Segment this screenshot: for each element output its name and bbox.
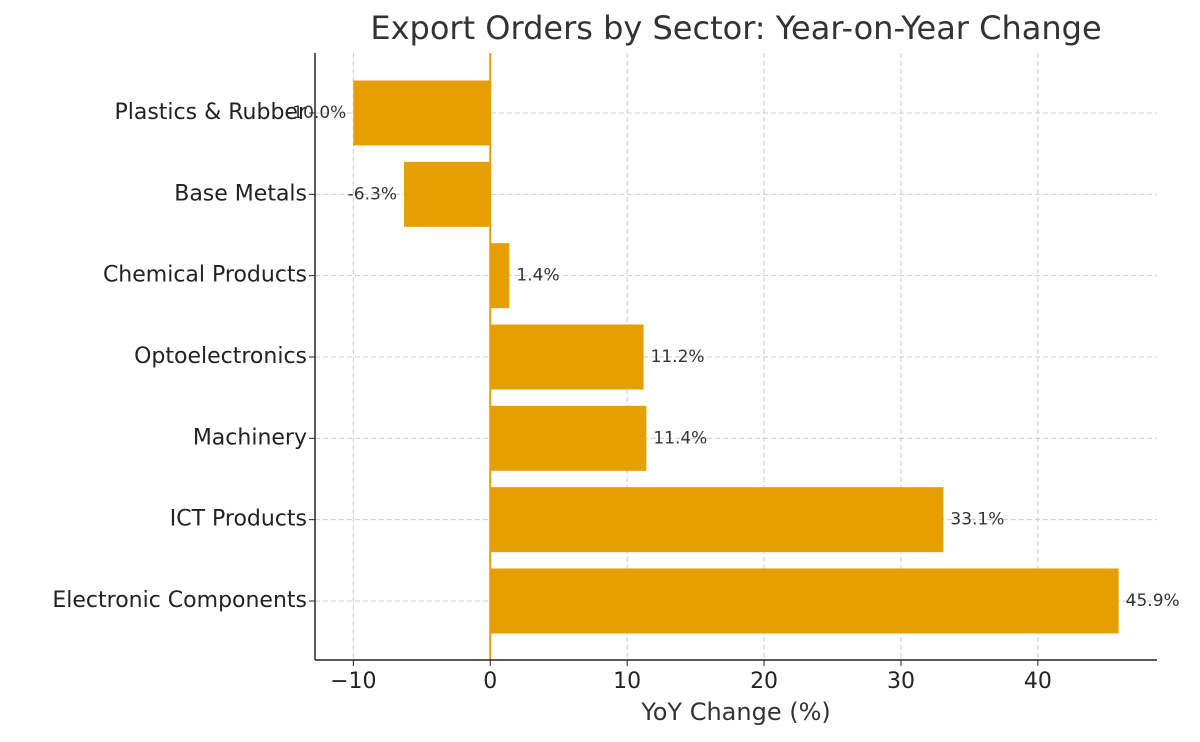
x-tick-label: −10	[330, 669, 376, 694]
value-label: 45.9%	[1126, 591, 1180, 611]
chart-title: Export Orders by Sector: Year-on-Year Ch…	[370, 9, 1101, 47]
bar	[403, 161, 491, 227]
bar	[490, 324, 644, 390]
value-label: 33.1%	[950, 510, 1004, 530]
y-tick-label: Base Metals	[174, 181, 307, 206]
x-tick-label: 30	[887, 669, 915, 694]
y-tick-label: Optoelectronics	[134, 344, 307, 369]
value-label: -6.3%	[348, 184, 397, 204]
value-label: 1.4%	[516, 266, 559, 286]
bar	[490, 405, 647, 471]
y-tick-label: ICT Products	[170, 507, 307, 532]
bar	[353, 80, 491, 146]
value-label: -10.0%	[286, 103, 346, 123]
x-tick-label: 40	[1024, 669, 1052, 694]
x-tick-label: 0	[483, 669, 497, 694]
x-tick-label: 20	[750, 669, 778, 694]
y-tick-label: Electronic Components	[52, 588, 307, 613]
value-label: 11.2%	[651, 347, 705, 367]
x-axis-label: YoY Change (%)	[640, 698, 831, 726]
bar	[490, 487, 944, 553]
y-tick-label: Plastics & Rubber	[114, 100, 307, 125]
bar	[490, 568, 1119, 634]
value-label: 11.4%	[653, 428, 707, 448]
y-tick-label: Machinery	[193, 425, 307, 450]
bar	[490, 243, 510, 309]
x-tick-label: 10	[613, 669, 641, 694]
y-tick-label: Chemical Products	[103, 263, 307, 288]
